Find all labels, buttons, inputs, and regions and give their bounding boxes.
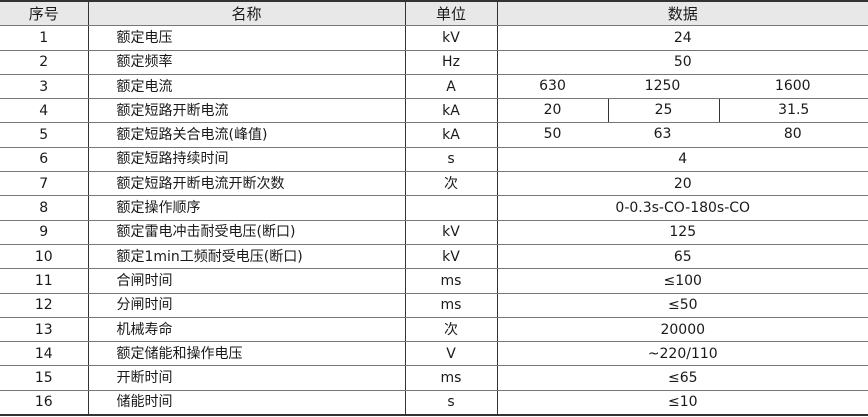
cell-value: ≤50 [497, 293, 868, 318]
table-row: 11 合闸时间 ms ≤100 [0, 268, 868, 294]
cell-unit: 次 [405, 317, 498, 343]
cell-value: ≤100 [497, 268, 868, 294]
cell-no: 1 [0, 25, 89, 51]
cell-name: 额定电压 [88, 25, 406, 51]
cell-value: 630 [539, 77, 566, 94]
cell-unit: ms [405, 268, 498, 294]
cell-unit: kV [405, 25, 498, 51]
cell-value: 63 [653, 126, 672, 143]
cell-unit: ms [405, 293, 498, 318]
cell-unit: ms [405, 365, 498, 391]
table-row: 15 开断时间 ms ≤65 [0, 365, 868, 391]
cell-no: 6 [0, 147, 89, 173]
cell-value: 50 [497, 50, 868, 75]
cell-no: 9 [0, 220, 89, 245]
cell-unit [405, 195, 498, 221]
header-data: 数据 [497, 1, 868, 27]
cell-unit: s [405, 390, 498, 416]
table-row: 13 机械寿命 次 20000 [0, 317, 868, 343]
cell-name: 额定雷电冲击耐受电压(断口) [88, 220, 406, 245]
cell-value: 65 [497, 244, 868, 270]
cell-no: 2 [0, 50, 89, 75]
cell-value: 50 [543, 126, 562, 143]
table-row: 9 额定雷电冲击耐受电压(断口) kV 125 [0, 220, 868, 245]
cell-value: 125 [497, 220, 868, 245]
cell-name: 额定电流 [88, 74, 406, 100]
cell-value: 1250 [644, 77, 681, 94]
table-row: 1 额定电压 kV 24 [0, 25, 868, 51]
header-row: 序号 名称 单位 数据 [0, 1, 868, 27]
table-row: 10 额定1min工频耐受电压(断口) kV 65 [0, 244, 868, 270]
header-unit: 单位 [405, 1, 498, 27]
cell-name: 分闸时间 [88, 293, 406, 318]
cell-unit: kA [405, 98, 498, 124]
cell-name: 额定短路开断电流开断次数 [88, 171, 406, 197]
cell-value: ~220/110 [497, 341, 868, 367]
cell-values: 630 1250 1600 [497, 74, 868, 100]
cell-unit: kV [405, 220, 498, 245]
cell-no: 12 [0, 293, 89, 318]
cell-value: 24 [497, 25, 868, 51]
cell-value: 31.5 [778, 102, 810, 119]
cell-name: 合闸时间 [88, 268, 406, 294]
cell-no: 13 [0, 317, 89, 343]
cell-unit: A [405, 74, 498, 100]
cell-unit: kV [405, 244, 498, 270]
cell-unit: V [405, 341, 498, 367]
table-row: 12 分闸时间 ms ≤50 [0, 293, 868, 318]
cell-no: 15 [0, 365, 89, 391]
cell-value: ≤65 [497, 365, 868, 391]
cell-unit: s [405, 147, 498, 173]
table-row: 7 额定短路开断电流开断次数 次 20 [0, 171, 868, 197]
table-row: 2 额定频率 Hz 50 [0, 50, 868, 75]
cell-value: ≤10 [497, 390, 868, 416]
cell-unit: 次 [405, 171, 498, 197]
table-row: 4 额定短路开断电流 kA 20 25 31.5 [0, 98, 868, 124]
table-row: 16 储能时间 s ≤10 [0, 390, 868, 416]
cell-value: 0-0.3s-CO-180s-CO [497, 195, 868, 221]
table-row: 8 额定操作顺序 0-0.3s-CO-180s-CO [0, 195, 868, 221]
cell-name: 储能时间 [88, 390, 406, 416]
cell-value: 1600 [774, 77, 811, 94]
cell-name: 额定1min工频耐受电压(断口) [88, 244, 406, 270]
table-row: 3 额定电流 A 630 1250 1600 [0, 74, 868, 100]
table-row: 5 额定短路关合电流(峰值) kA 50 63 80 [0, 122, 868, 148]
cell-name: 额定短路关合电流(峰值) [88, 122, 406, 148]
cell-name: 额定频率 [88, 50, 406, 75]
cell-value: 25 [609, 99, 720, 123]
cell-values: 20 25 31.5 [497, 98, 868, 124]
cell-name: 额定短路持续时间 [88, 147, 406, 173]
cell-no: 7 [0, 171, 89, 197]
cell-name: 额定储能和操作电压 [88, 341, 406, 367]
header-no: 序号 [0, 1, 89, 27]
cell-no: 10 [0, 244, 89, 270]
cell-value: 20 [498, 99, 609, 123]
cell-name: 额定操作顺序 [88, 195, 406, 221]
cell-no: 14 [0, 341, 89, 367]
cell-value: 20000 [497, 317, 868, 343]
cell-unit: kA [405, 122, 498, 148]
cell-unit: Hz [405, 50, 498, 75]
cell-values: 50 63 80 [497, 122, 868, 148]
cell-no: 16 [0, 390, 89, 416]
cell-name: 额定短路开断电流 [88, 98, 406, 124]
header-name: 名称 [88, 1, 406, 27]
cell-value: 20 [497, 171, 868, 197]
cell-value: 80 [783, 126, 802, 143]
cell-name: 机械寿命 [88, 317, 406, 343]
cell-no: 3 [0, 74, 89, 100]
cell-no: 5 [0, 122, 89, 148]
cell-name: 开断时间 [88, 365, 406, 391]
cell-no: 4 [0, 98, 89, 124]
cell-no: 11 [0, 268, 89, 294]
cell-no: 8 [0, 195, 89, 221]
cell-value: 4 [497, 147, 868, 173]
table-row: 14 额定储能和操作电压 V ~220/110 [0, 341, 868, 367]
